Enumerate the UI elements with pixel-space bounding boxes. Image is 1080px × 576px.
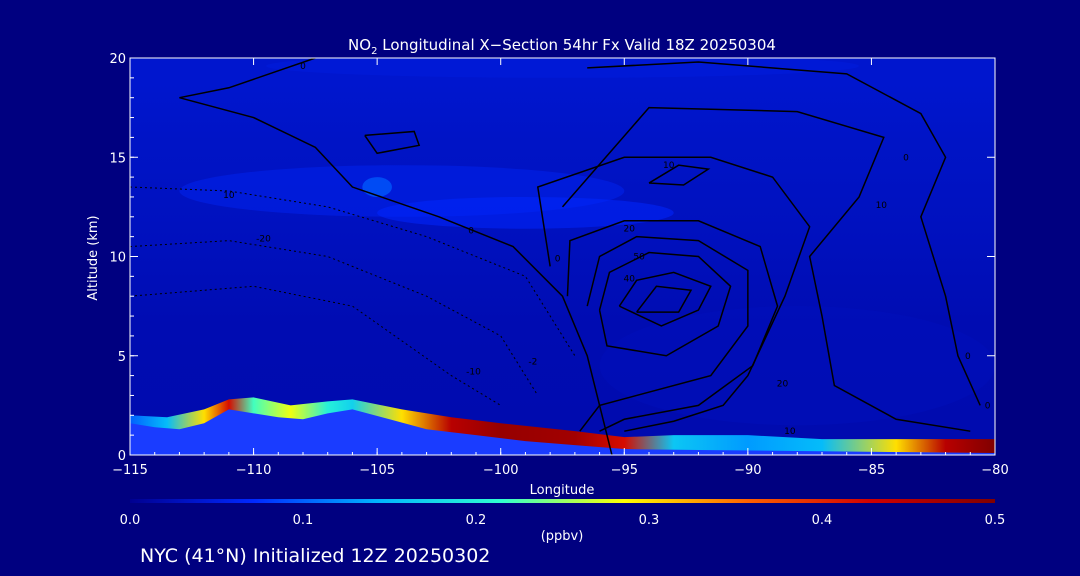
no2-structures: [179, 58, 995, 426]
footer-caption: NYC (41°N) Initialized 12Z 20250302: [140, 545, 490, 567]
y-tick-label: 0: [118, 449, 126, 464]
contour-label: 10: [663, 161, 675, 171]
no2-patch: [362, 177, 392, 197]
contour-lines: [130, 58, 981, 455]
x-axis: −115 −110 −105 −100 −95 −90 −85 −80: [112, 58, 1009, 478]
x-tick-label: −110: [236, 463, 272, 478]
x-tick-label: −80: [981, 463, 1008, 478]
no2-background-field: [130, 58, 995, 455]
colorbar-tick-label: 0.1: [293, 513, 314, 528]
contour-label: 0: [555, 254, 561, 264]
y-tick-label: 10: [109, 251, 126, 266]
colorbar-tick-label: 0.3: [639, 513, 660, 528]
plot-area: 0 10 -20 0 0 10 20 50 40 10 0 0 0 -10 -2 20 10: [130, 58, 995, 455]
contour-line: [130, 186, 576, 357]
contour-line: [566, 220, 779, 432]
x-tick-label: −115: [112, 463, 148, 478]
x-axis-title: Longitude: [530, 483, 595, 498]
contour-label: 10: [784, 427, 796, 437]
x-tick-label: −100: [483, 463, 519, 478]
no2-patch: [599, 306, 995, 426]
contour-label: 20: [777, 380, 789, 390]
terrain: [130, 409, 995, 455]
colorbar-tick-label: 0.4: [812, 513, 833, 528]
contour-label: 0: [468, 227, 474, 237]
contour-line: [364, 130, 421, 155]
contour-line: [579, 235, 749, 432]
colorbar-label: (ppbv): [541, 529, 584, 544]
colorbar-tick-label: 0.5: [985, 513, 1006, 528]
contour-label: -10: [466, 368, 481, 378]
x-tick-label: −85: [858, 463, 885, 478]
colorbar-ticks: 0.0 0.1 0.2 0.3 0.4 0.5: [120, 513, 1006, 528]
x-tick-label: −95: [611, 463, 638, 478]
chart-title: NO2 Longitudinal X−Section 54hr Fx Valid…: [348, 36, 776, 57]
colorbar-strip: [130, 499, 995, 503]
no2-patch: [377, 196, 674, 229]
contour-line: [618, 271, 712, 327]
contour-label: 0: [965, 352, 971, 362]
contour-labels: 0 10 -20 0 0 10 20 50 40 10 0 0 0 -10 -2 20 10: [223, 62, 991, 437]
x-tick-label: −105: [359, 463, 395, 478]
contour-label: -20: [256, 235, 271, 245]
y-axis: 0 5 10 15 20: [109, 52, 995, 464]
contour-label: 0: [985, 401, 991, 411]
y-tick-label: 15: [109, 151, 126, 166]
contour-label: 20: [624, 225, 636, 235]
contour-label: 40: [624, 274, 636, 284]
contour-label: 0: [300, 62, 306, 72]
contour-line: [636, 285, 693, 313]
colorbar: 0.0 0.1 0.2 0.3 0.4 0.5 (ppbv): [120, 499, 1006, 544]
colorbar-tick-label: 0.2: [466, 513, 487, 528]
contour-label: 0: [903, 153, 909, 163]
x-tick-label: −90: [734, 463, 761, 478]
y-tick-label: 5: [118, 350, 126, 365]
contour-label: 50: [633, 253, 645, 263]
contour-label: 10: [876, 201, 888, 211]
contour-line: [648, 164, 711, 186]
y-tick-label: 20: [109, 52, 126, 67]
contour-line: [598, 251, 732, 357]
contour-line: [179, 58, 613, 455]
colorbar-tick-label: 0.0: [120, 513, 141, 528]
contour-line: [536, 156, 811, 432]
y-axis-title: Altitude (km): [86, 215, 101, 300]
contour-label: 10: [223, 191, 235, 201]
contour-line: [130, 240, 539, 396]
contour-label: -2: [528, 358, 537, 368]
contour-line: [561, 106, 971, 432]
contour-line: [587, 61, 981, 406]
